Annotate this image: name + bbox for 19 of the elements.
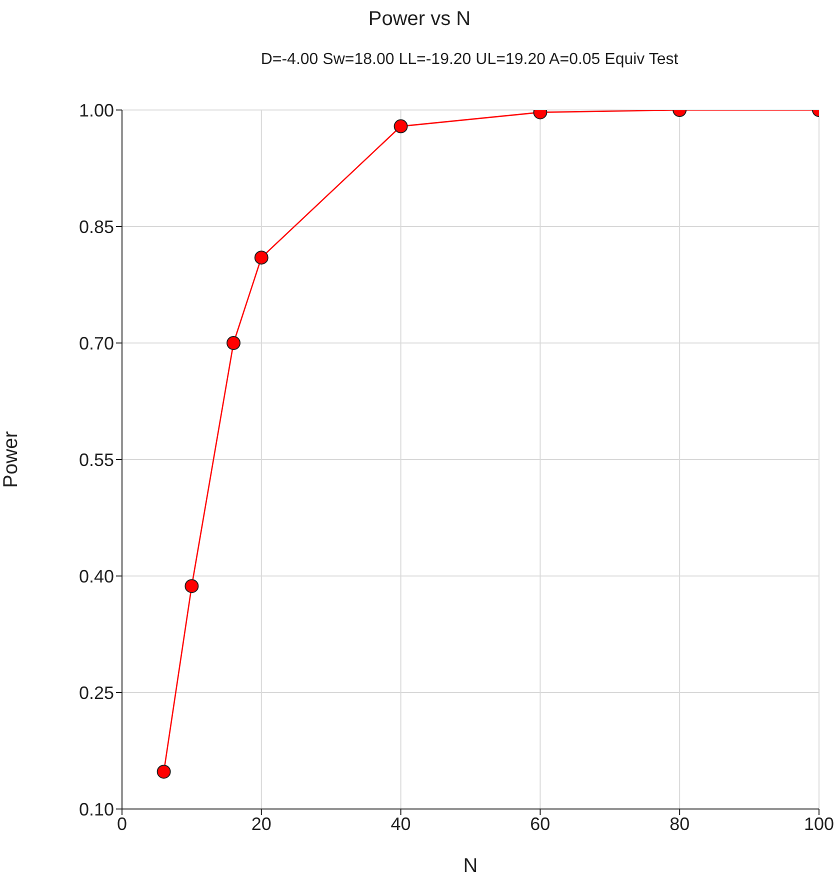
y-tick-label: 0.10 <box>78 799 114 820</box>
y-axis-title: Power <box>0 430 22 488</box>
x-tick-label: 40 <box>390 814 411 834</box>
x-tick-label: 20 <box>251 814 272 834</box>
y-tick-label: 0.85 <box>78 216 114 237</box>
x-axis-title: N <box>463 855 478 877</box>
x-tick-label: 80 <box>670 814 690 834</box>
point <box>156 764 171 779</box>
y-tick-label: 0.40 <box>78 566 114 586</box>
chart-subtitle: D=-4.00 Sw=18.00 LL=-19.20 UL=19.20 A=0.05 Equiv Test <box>260 51 680 69</box>
point <box>184 579 199 594</box>
chart-title: Power vs N <box>367 8 472 31</box>
y-tick-label: 0.70 <box>78 333 114 354</box>
x-tick-label: 100 <box>804 814 834 834</box>
x-tick-label: 0 <box>116 814 128 834</box>
y-tick-label: 1.00 <box>78 100 114 120</box>
x-tick-label: 60 <box>530 814 550 834</box>
y-tick-label: 0.55 <box>78 450 114 470</box>
y-tick-label: 0.25 <box>78 682 114 703</box>
